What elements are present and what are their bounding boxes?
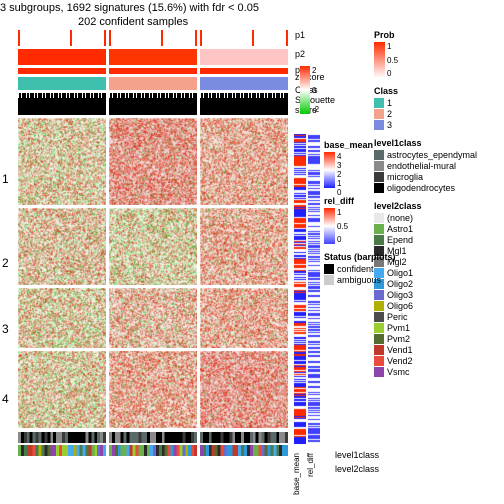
silhouette-row [18, 93, 288, 115]
side-columns [294, 134, 320, 444]
annot-p1: p1 [295, 30, 305, 40]
annot-p2: p2 [295, 49, 305, 59]
p2-row [18, 49, 288, 65]
p1-row [18, 30, 288, 46]
main-heatmap [18, 118, 288, 428]
heatmap-area [18, 30, 288, 460]
zscore-scale: 20-2 [300, 66, 342, 114]
row-label-2: 2 [2, 256, 9, 270]
row-label-4: 4 [2, 392, 9, 406]
row-label-3: 3 [2, 322, 9, 336]
rel-diff-label: rel_diff [306, 453, 315, 477]
base-mean-label: base_mean [292, 453, 301, 495]
title-line1: 3 subgroups, 1692 signatures (15.6%) wit… [0, 2, 259, 14]
level-rows [18, 432, 288, 456]
rel-diff-col [308, 134, 320, 444]
level1-label: level1class [335, 450, 379, 460]
class-row [18, 77, 288, 90]
level2-label: level2class [335, 464, 379, 474]
base-mean-col [294, 134, 306, 444]
p3-row [18, 68, 288, 74]
title-line2: 202 confident samples [78, 16, 188, 28]
row-label-1: 1 [2, 172, 9, 186]
